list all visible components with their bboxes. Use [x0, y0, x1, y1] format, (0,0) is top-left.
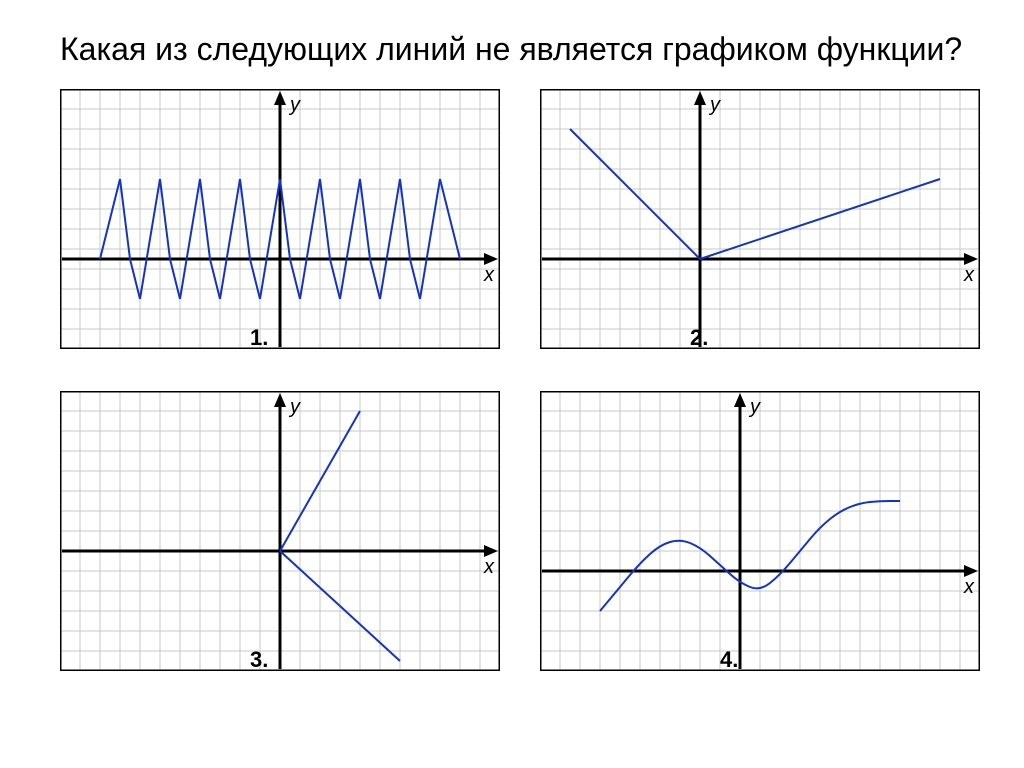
svg-text:y: y	[748, 396, 761, 418]
chart-4: xy	[540, 391, 980, 671]
svg-text:x: x	[483, 264, 495, 286]
panel-4-label: 4.	[720, 647, 738, 673]
panel-4: xy 4.	[540, 391, 980, 671]
svg-text:y: y	[288, 94, 301, 116]
panels-grid: xy 1. xy 2. xy 3. xy 4.	[60, 89, 964, 671]
panel-2: xy 2.	[540, 89, 980, 369]
svg-text:y: y	[708, 94, 721, 116]
chart-3: xy	[60, 391, 500, 671]
page: Какая из следующих линий не является гра…	[0, 0, 1024, 768]
svg-text:x: x	[963, 576, 975, 598]
svg-text:x: x	[483, 556, 495, 578]
chart-2: xy	[540, 89, 980, 349]
panel-1: xy 1.	[60, 89, 500, 369]
panel-3: xy 3.	[60, 391, 500, 671]
panel-2-label: 2.	[690, 325, 708, 351]
question-text: Какая из следующих линий не является гра…	[60, 28, 964, 71]
panel-1-label: 1.	[250, 325, 268, 351]
svg-text:x: x	[963, 264, 975, 286]
svg-text:y: y	[288, 396, 301, 418]
panel-3-label: 3.	[250, 647, 268, 673]
chart-1: xy	[60, 89, 500, 349]
